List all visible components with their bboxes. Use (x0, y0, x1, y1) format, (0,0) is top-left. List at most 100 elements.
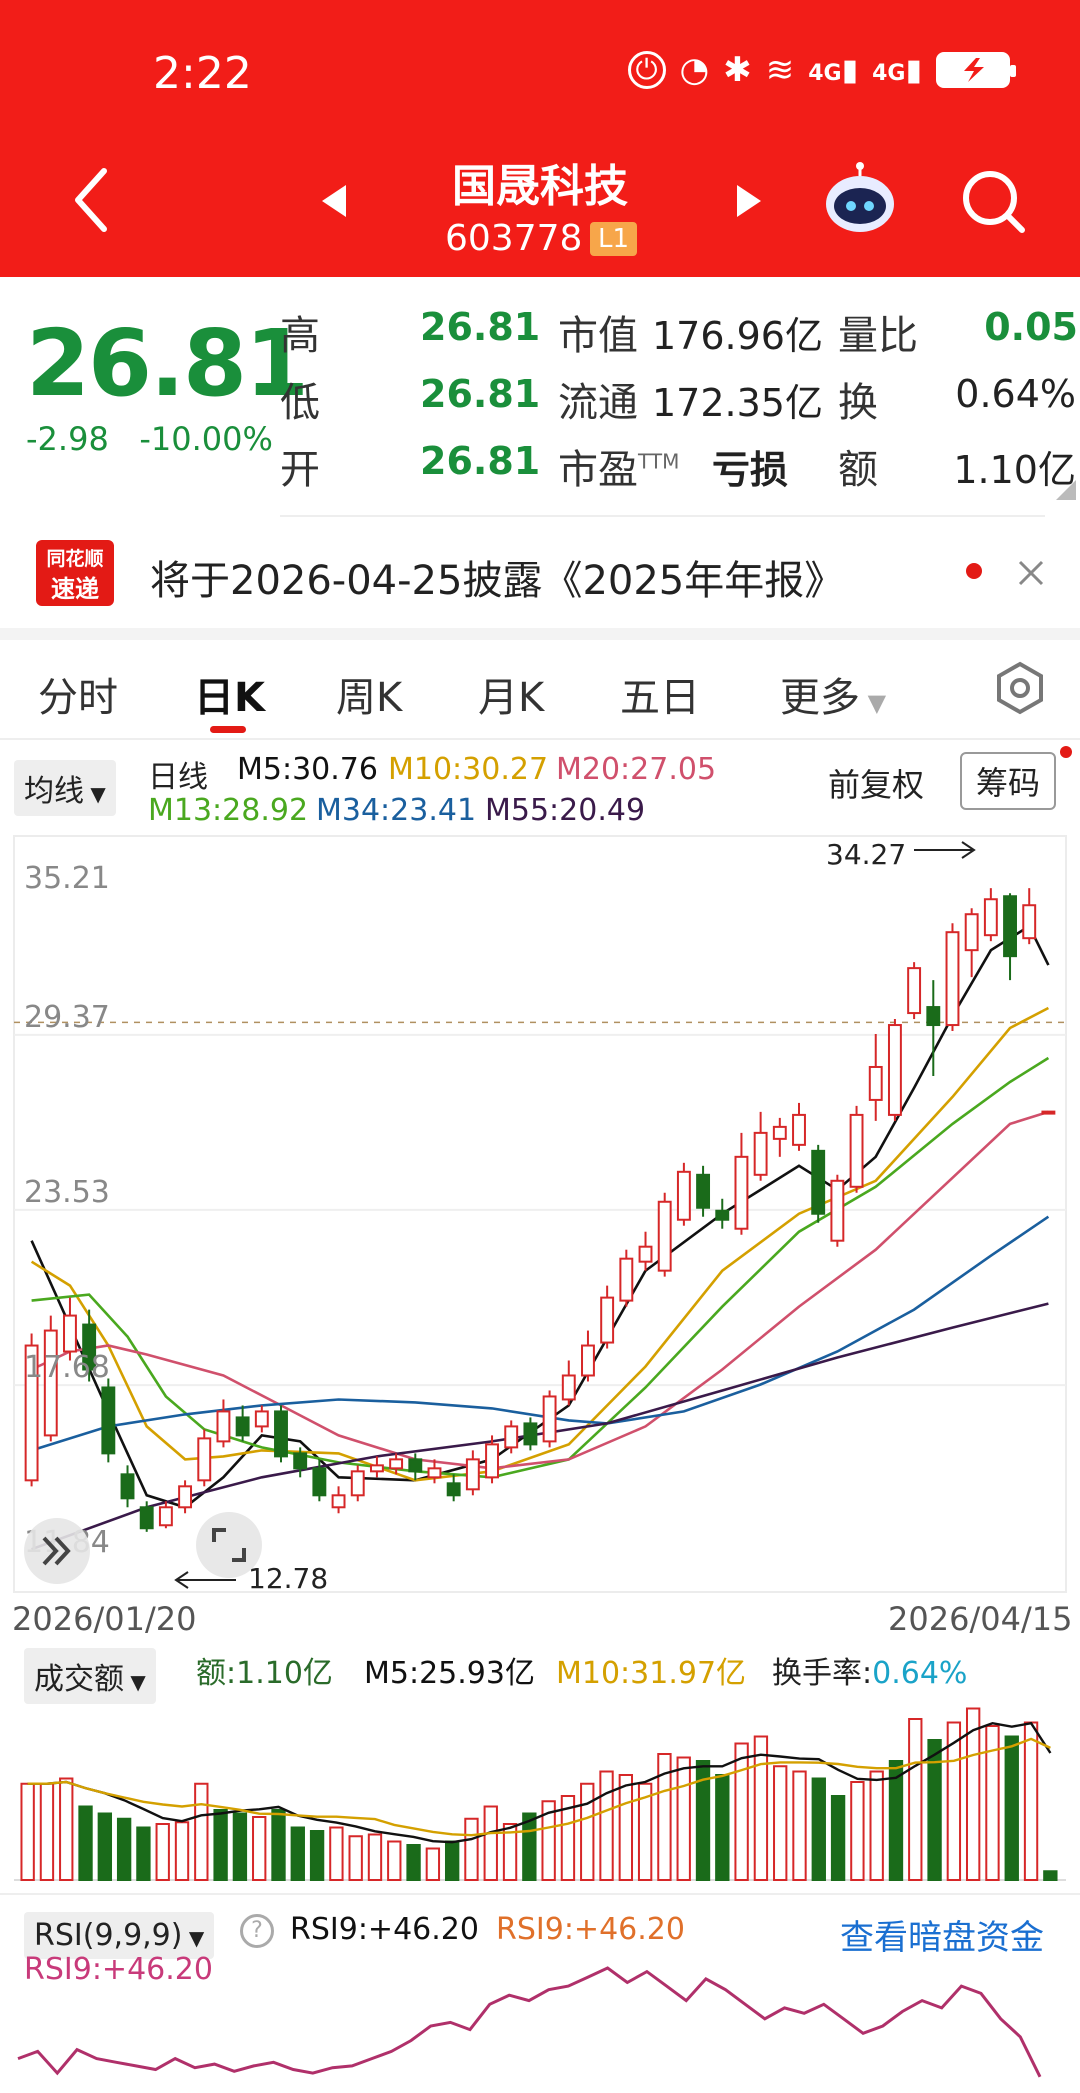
volume-chart[interactable] (0, 1690, 1080, 1890)
volume-bar (869, 1770, 884, 1881)
tab-intraday[interactable]: 分时 (38, 675, 118, 721)
candles (24, 888, 1056, 1532)
volume-bar (541, 1800, 556, 1881)
search-icon[interactable] (960, 168, 1030, 238)
low-marker-label: 12.78 (248, 1562, 329, 1595)
news-bar[interactable]: 同花顺 速递 将于2026-04-25披露《2025年年报》 (0, 518, 1080, 628)
chart-grid (14, 1021, 1066, 1387)
current-price: 26.81 (26, 310, 309, 417)
robot-assistant-icon[interactable] (820, 160, 900, 240)
volume-divider (0, 1893, 1080, 1895)
volume-m10: M10:31.97亿 (556, 1656, 747, 1691)
candle-body (542, 1395, 557, 1443)
tab-five-day[interactable]: 五日 (620, 675, 700, 721)
candle-body (581, 1344, 595, 1377)
next-stock-icon[interactable] (733, 183, 763, 219)
rsi-chart[interactable] (0, 1940, 1080, 2093)
legend-m13: M13:28.92 (148, 793, 309, 828)
rsi-value-3: RSI9:+46.20 (24, 1952, 213, 1987)
candle-body (523, 1422, 538, 1446)
volume-bar (425, 1847, 441, 1881)
label-vol-ratio: 量比 (838, 313, 918, 359)
legend-m34: M34:23.41 (316, 793, 477, 828)
volume-bar (502, 1823, 518, 1881)
volume-bar (657, 1753, 672, 1881)
tab-more[interactable]: 更多 ▼ (780, 675, 887, 721)
volume-select[interactable]: 成交额 ▼ (24, 1648, 156, 1704)
settings-hexagon-icon[interactable] (992, 660, 1048, 716)
tab-divider (0, 738, 1080, 740)
volume-bar (637, 1782, 653, 1881)
label-pe: 市盈TTM (558, 447, 680, 493)
volume-amount: 额:1.10亿 (196, 1656, 333, 1691)
candle-body (197, 1437, 212, 1482)
candle-body (638, 1245, 653, 1263)
candle-body (446, 1482, 461, 1497)
close-icon[interactable] (1016, 558, 1046, 588)
volume-bar (194, 1782, 209, 1881)
volume-bar (348, 1835, 363, 1881)
candle-body (1022, 904, 1037, 940)
volume-bar (753, 1735, 769, 1881)
volume-bar (39, 1782, 55, 1881)
candle-body (926, 1006, 941, 1027)
volume-bar (136, 1826, 151, 1881)
candle-body (235, 1416, 250, 1437)
candle-body (331, 1494, 346, 1509)
active-tab-underline (210, 726, 246, 733)
fullscreen-button[interactable] (196, 1512, 262, 1578)
volume-bar (792, 1770, 807, 1881)
date-start: 2026/01/20 (12, 1600, 197, 1638)
price-change: -2.98 -10.00% (26, 420, 273, 458)
volume-bar (695, 1760, 711, 1881)
candle-body (158, 1506, 173, 1527)
volume-bar (174, 1821, 190, 1881)
help-icon[interactable]: ? (240, 1914, 274, 1948)
tab-monthly-k[interactable]: 月K (478, 675, 545, 721)
chart-frame (13, 835, 1067, 1593)
arrow-left-icon (174, 1571, 236, 1589)
candle-body (369, 1464, 384, 1473)
candle-body (964, 913, 979, 952)
volume-bar (444, 1840, 460, 1881)
value-high: 26.81 (420, 305, 541, 349)
label-high: 高 (280, 313, 320, 359)
volume-bar (1004, 1735, 1019, 1881)
rsi-select[interactable]: RSI(9,9,9) ▼ (24, 1912, 215, 1959)
news-text[interactable]: 将于2026-04-25披露《2025年年报》 (150, 558, 845, 604)
candle-body (830, 1179, 845, 1242)
candle-body (389, 1458, 404, 1470)
volume-bar (850, 1781, 865, 1881)
chips-button[interactable]: 筹码 (960, 752, 1057, 810)
prev-stock-icon[interactable] (320, 183, 350, 219)
label-float: 流通 (558, 380, 638, 426)
candle-body (408, 1458, 423, 1473)
volume-bar (734, 1742, 749, 1881)
rsi-value-2: RSI9:+46.20 (496, 1912, 685, 1947)
volume-bar (78, 1805, 93, 1881)
stock-name: 国晟科技 (452, 161, 628, 212)
volume-bar (811, 1777, 826, 1881)
back-icon[interactable] (70, 165, 110, 235)
candle-body (772, 1125, 787, 1140)
tab-weekly-k[interactable]: 周K (336, 675, 403, 721)
dark-pool-link[interactable]: 查看暗盘资金 (840, 1918, 1044, 1958)
adjust-button[interactable]: 前复权 (828, 766, 925, 804)
signal-4g-icon-2: 4G▮ (872, 52, 922, 88)
ths-news-logo: 同花顺 速递 (36, 540, 114, 606)
candle-body (101, 1386, 116, 1455)
candle-body (465, 1458, 480, 1491)
candle-body (63, 1314, 77, 1353)
volume-m5: M5:25.93亿 (364, 1656, 535, 1691)
expand-corner-icon[interactable] (1056, 480, 1076, 500)
volume-bar (97, 1812, 113, 1881)
label-turnover: 换 (838, 380, 878, 426)
high-marker-label: 34.27 (826, 838, 907, 871)
candle-body (139, 1506, 154, 1530)
legend-m20: M20:27.05 (556, 752, 717, 787)
expand-left-button[interactable] (24, 1518, 90, 1584)
tab-daily-k[interactable]: 日K (194, 675, 265, 721)
indicator-select[interactable]: 均线 ▼ (14, 760, 116, 816)
candle-body (657, 1200, 672, 1272)
